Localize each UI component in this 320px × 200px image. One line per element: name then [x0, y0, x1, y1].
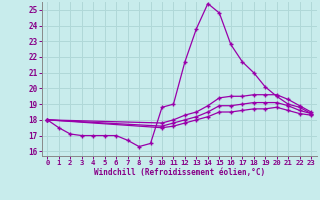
- X-axis label: Windchill (Refroidissement éolien,°C): Windchill (Refroidissement éolien,°C): [94, 168, 265, 177]
